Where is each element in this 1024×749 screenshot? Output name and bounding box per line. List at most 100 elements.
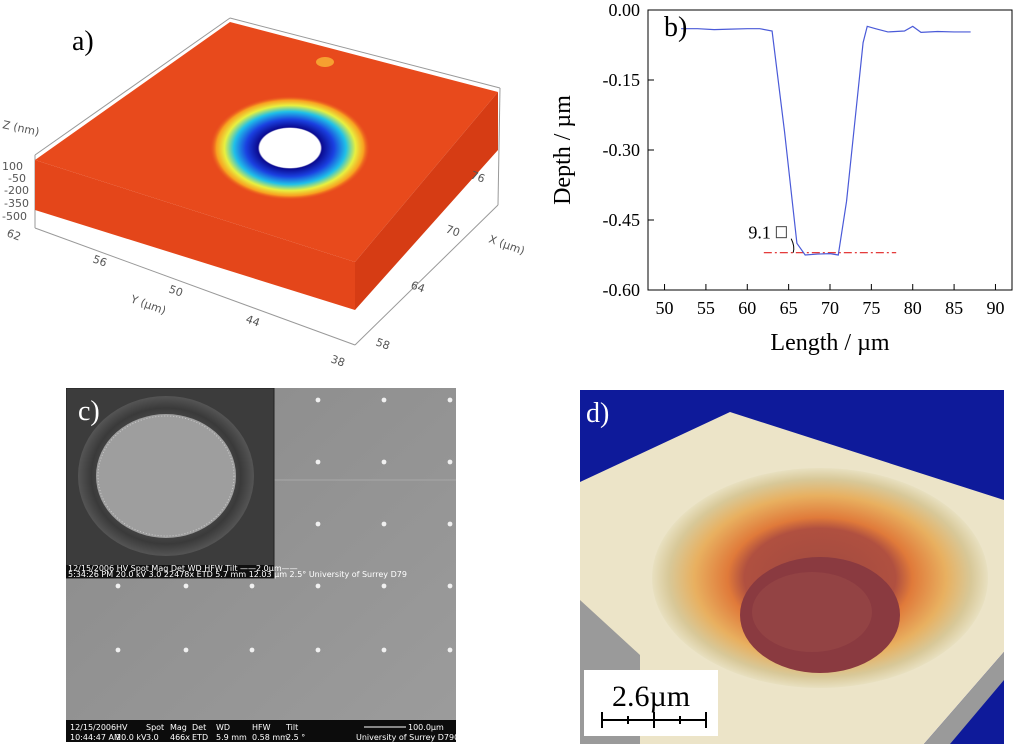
sem-info-value: ETD <box>192 733 208 742</box>
y-tick-label: -0.30 <box>603 140 641 160</box>
sem-dot <box>315 583 321 589</box>
sem-dot <box>315 647 321 653</box>
sem-scale-label: 100.0µm <box>408 723 444 732</box>
sem-dot <box>447 521 453 527</box>
panel-label-d: d) <box>586 398 610 429</box>
sem-info-header: Tilt <box>285 723 298 732</box>
sem-image: 12/15/2006 HV Spot Mag Det WD HFW Tilt —… <box>65 387 464 742</box>
sem-dot <box>115 583 121 589</box>
sem-info-value: 466x <box>170 733 190 742</box>
x-tick-label: 90 <box>986 298 1004 318</box>
z-tick: -200 <box>4 184 29 197</box>
sem-dot <box>381 647 387 653</box>
sem-dot <box>249 583 255 589</box>
surface-bump <box>316 57 334 67</box>
surface-front <box>35 160 355 310</box>
depth-profile-chart: 50 55 60 65 70 75 80 85 90 0.00 -0.15 -0.30 -0.45 -0.… <box>550 0 1013 356</box>
scale-bar-ruler <box>601 712 707 728</box>
sem-dot <box>183 583 189 589</box>
x-tick: 64 <box>409 279 427 296</box>
crater <box>210 96 370 200</box>
y-tick: 50 <box>167 283 185 300</box>
x-tick-label: 85 <box>945 298 963 318</box>
y-axis-title: Depth / µm <box>550 95 576 205</box>
sem-dot <box>115 647 121 653</box>
panel-c: 12/15/2006 HV Spot Mag Det WD HFW Tilt —… <box>65 387 464 742</box>
sem-dot <box>315 521 321 527</box>
sem-dot <box>447 583 453 589</box>
y-axis-title: Y (µm) <box>128 292 168 317</box>
x-tick: 58 <box>374 336 392 353</box>
z-axis-title: Z (nm) <box>1 118 40 138</box>
x-tick-label: 80 <box>904 298 922 318</box>
y-tick: 62 <box>5 227 23 244</box>
inset-info-row2: 5:34:26 PM 20.0 kV 3.0 22478x ETD 5.7 mm… <box>68 570 407 579</box>
x-tick-label: 70 <box>821 298 839 318</box>
sem-dot <box>381 583 387 589</box>
y-tick-label: -0.60 <box>603 280 641 300</box>
x-tick-label: 60 <box>738 298 756 318</box>
z-tick: -350 <box>4 197 29 210</box>
afm-image: 2.6µm <box>580 390 1004 744</box>
sem-dot <box>315 397 321 403</box>
y-tick-label: -0.15 <box>603 70 641 90</box>
y-tick: 38 <box>329 353 347 370</box>
y-tick-label: -0.45 <box>603 210 641 230</box>
scale-bar-label: 2.6µm <box>612 680 690 713</box>
sem-info-header: Mag <box>170 723 187 732</box>
sem-info-header: HV <box>116 723 128 732</box>
x-tick-label: 55 <box>697 298 715 318</box>
x-tick-label: 65 <box>780 298 798 318</box>
scale-bar-box <box>584 670 718 736</box>
sem-info-value: 5.9 mm <box>216 733 247 742</box>
sem-info-header: Det <box>192 723 206 732</box>
z-tick: -500 <box>2 210 27 223</box>
plot-frame <box>647 9 1013 291</box>
z-tick: -50 <box>8 172 26 185</box>
sem-dot <box>381 397 387 403</box>
sem-institution: University of Surrey D7906 <box>356 733 456 742</box>
panel-label-c: c) <box>78 396 100 427</box>
sem-dot <box>381 521 387 527</box>
inset-info-row1: 12/15/2006 HV Spot Mag Det WD HFW Tilt —… <box>68 564 298 573</box>
sem-dot <box>447 397 453 403</box>
sem-dot <box>315 459 321 465</box>
y-tick: 44 <box>244 313 262 330</box>
sem-info-value: 0.58 mm <box>252 733 288 742</box>
sem-info-header: Spot <box>146 723 164 732</box>
angle-arc <box>790 238 795 253</box>
sem-info-header: WD <box>216 723 230 732</box>
sem-dot <box>447 647 453 653</box>
sem-info-header: HFW <box>252 723 271 732</box>
panel-label-b: b) <box>664 12 688 43</box>
panel-d: 2.6µm d) <box>580 390 1004 744</box>
sem-info-value: 20.0 kV <box>116 733 147 742</box>
x-tick-label: 75 <box>862 298 880 318</box>
surface-side <box>355 92 498 310</box>
x-axis-title: Length / µm <box>770 330 889 356</box>
sem-info-header: 12/15/2006 <box>70 723 116 732</box>
sem-info-bar <box>66 720 456 742</box>
sem-info-value: 2.5 ° <box>286 733 305 742</box>
panel-b: 50 55 60 65 70 75 80 85 90 0.00 -0.15 -0.30 -0.45 -0.… <box>540 0 1024 370</box>
sem-info-value: 3.0 <box>146 733 159 742</box>
sem-dot <box>249 647 255 653</box>
degree-box <box>775 226 787 239</box>
x-tick: 70 <box>444 223 462 240</box>
x-tick-label: 50 <box>656 298 674 318</box>
series-line-depth-profile <box>681 25 971 256</box>
z-tick: 100 <box>2 160 23 173</box>
afm-side-right <box>924 652 1004 744</box>
y-tick: 56 <box>91 253 109 270</box>
panel-a: Z (nm) 100 -50 -200 -350 -500 62 56 50 4… <box>0 0 530 380</box>
sem-dot <box>447 459 453 465</box>
sem-dot <box>183 647 189 653</box>
x-axis-title: X (µm) <box>487 233 527 258</box>
panel-a-surface: Z (nm) 100 -50 -200 -350 -500 62 56 50 4… <box>1 17 527 370</box>
panel-label-a: a) <box>72 26 94 57</box>
annotation-angle: 9.1 <box>748 223 771 243</box>
sem-info-value: 10:44:47 AM <box>70 733 121 742</box>
sem-dot <box>381 459 387 465</box>
x-tick: 76 <box>469 169 487 186</box>
sem-inset: 12/15/2006 HV Spot Mag Det WD HFW Tilt —… <box>65 387 407 579</box>
